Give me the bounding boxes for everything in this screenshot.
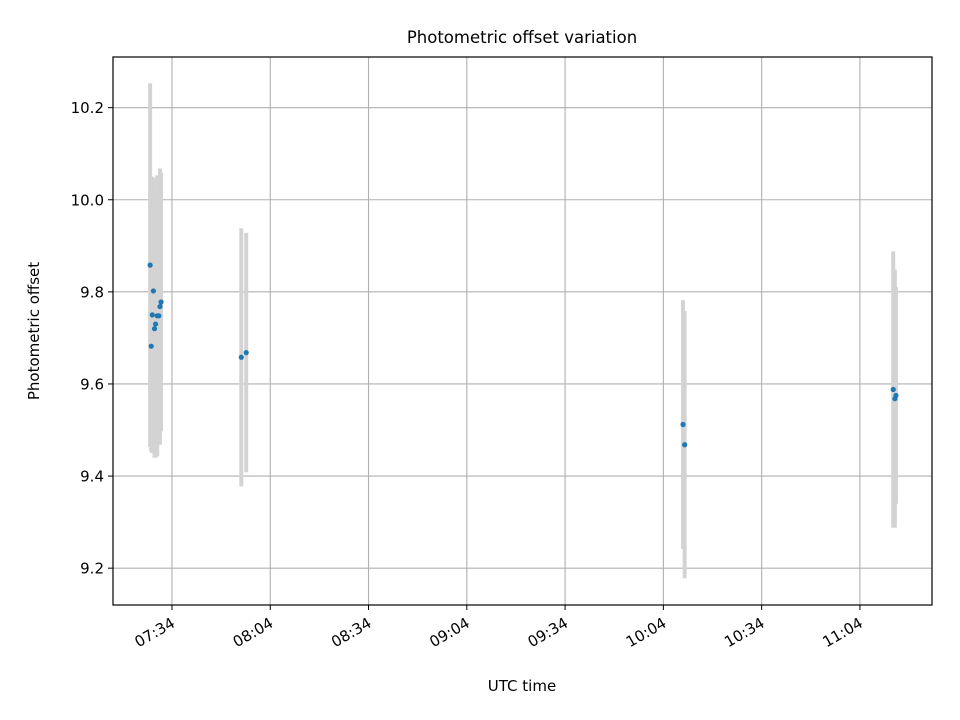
data-point bbox=[890, 386, 896, 393]
data-points bbox=[147, 262, 899, 448]
data-point bbox=[682, 442, 688, 448]
chart-title: Photometric offset variation bbox=[407, 28, 637, 47]
y-tick-label: 9.6 bbox=[80, 375, 104, 393]
data-point bbox=[893, 392, 899, 399]
y-axis-ticks: 9.2 9.4 9.6 9.8 10.0 10.2 bbox=[71, 99, 113, 578]
y-tick-label: 9.2 bbox=[80, 560, 104, 578]
data-point bbox=[156, 313, 162, 319]
data-point bbox=[680, 421, 686, 428]
y-tick-label: 9.4 bbox=[80, 468, 104, 486]
data-point bbox=[147, 262, 153, 268]
data-point bbox=[158, 299, 164, 305]
grid bbox=[113, 57, 932, 605]
data-point bbox=[149, 312, 155, 318]
y-tick-label: 9.8 bbox=[80, 283, 104, 301]
y-tick-label: 10.0 bbox=[71, 191, 104, 209]
data-point bbox=[243, 350, 249, 356]
x-axis-label: UTC time bbox=[488, 677, 556, 695]
data-point bbox=[157, 303, 163, 310]
data-point bbox=[238, 354, 244, 360]
data-point bbox=[148, 343, 154, 349]
y-tick-label: 10.2 bbox=[71, 99, 104, 117]
plot-frame bbox=[112, 56, 933, 606]
data-point bbox=[151, 326, 158, 332]
y-axis-label: Photometric offset bbox=[25, 262, 43, 400]
data-point bbox=[152, 321, 159, 327]
data-point bbox=[150, 288, 157, 294]
